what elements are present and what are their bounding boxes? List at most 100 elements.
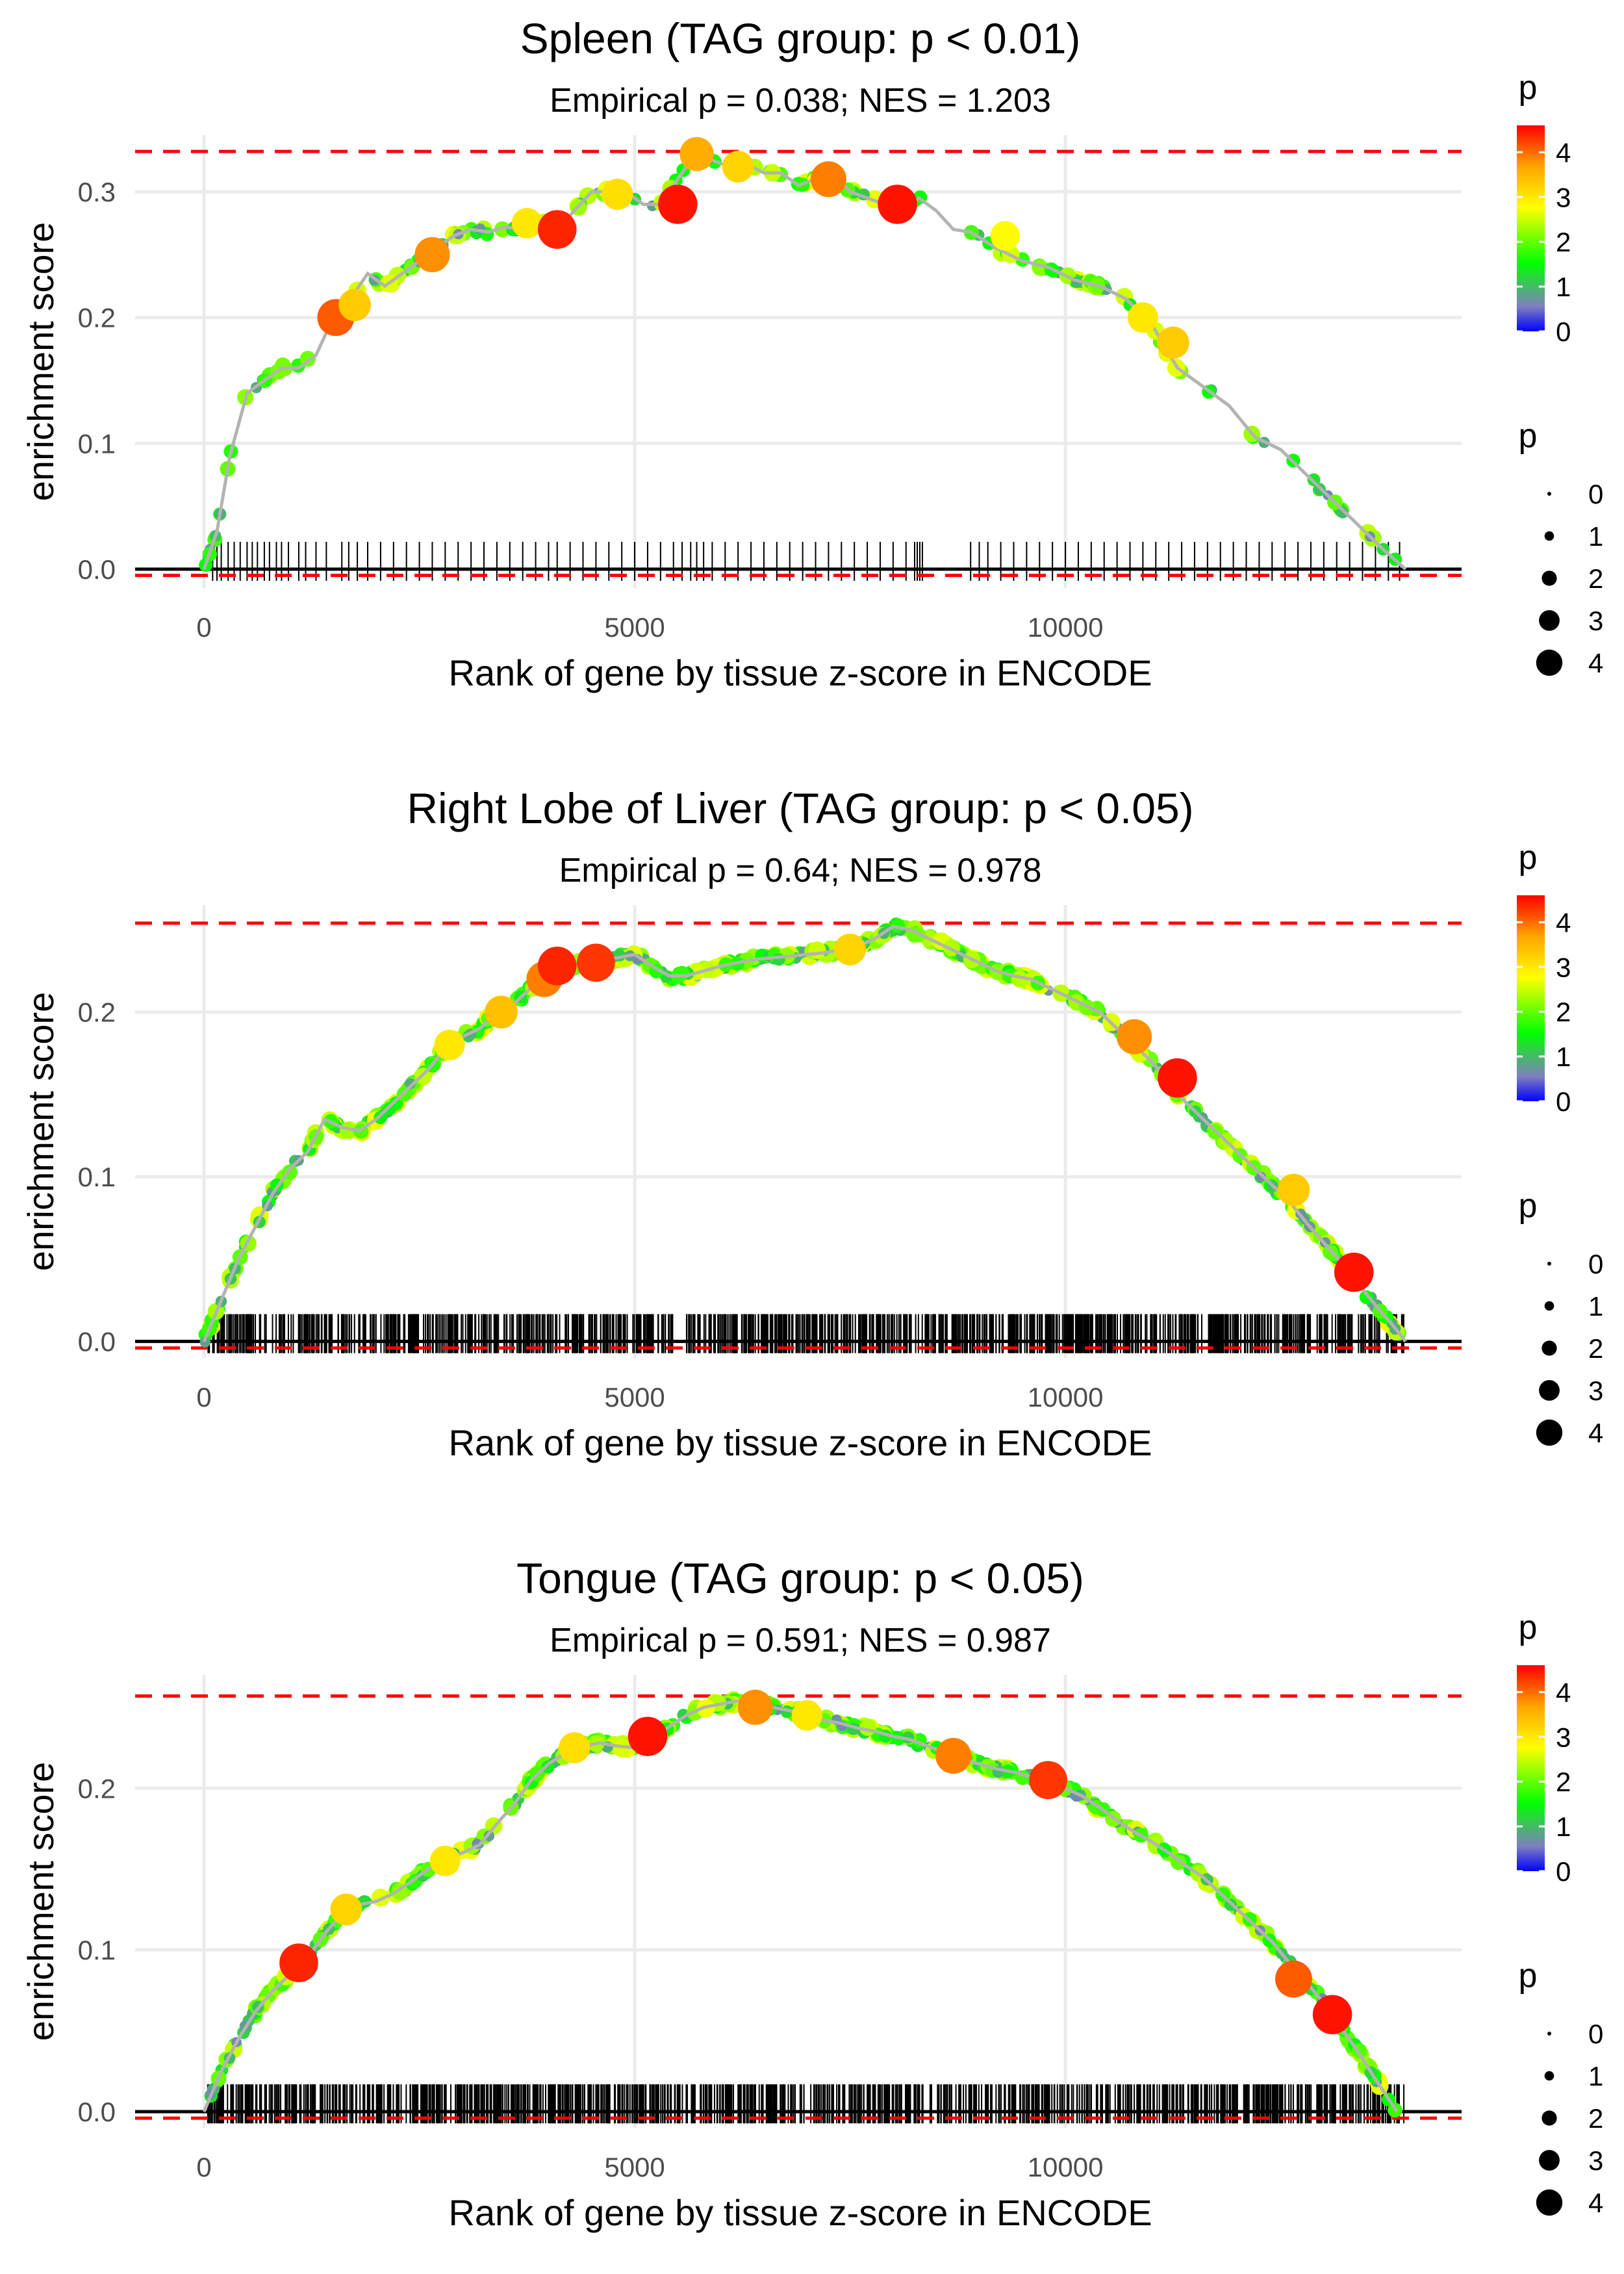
size-legend-label: 0 [1588,1249,1603,1279]
curve-points [204,1691,1402,2118]
chart-title: Right Lobe of Liver (TAG group: p < 0.05… [407,784,1193,832]
highlight-point [679,136,714,172]
colorbar-tick-label: 0 [1556,1856,1571,1887]
size-legend-dot [1544,531,1554,541]
size-legend-dot [1544,1301,1554,1311]
size-legend-dot [1547,2032,1551,2036]
colorbar-tick-label: 4 [1556,907,1571,938]
colorbar [1517,895,1545,1101]
gene-point [772,953,785,966]
colorbar-tick-label: 3 [1556,952,1571,982]
size-legend-label: 4 [1588,1418,1603,1448]
size-legend-dot [1542,570,1557,586]
size-legend: p 0 1 2 3 4 [1519,1957,1604,2218]
colorbar-legend: p 0 1 2 3 4 [1517,1609,1571,1887]
highlight-point [1158,1058,1197,1098]
size-legend-dot [1539,610,1560,631]
gene-point [404,1078,416,1090]
colorbar-title: p [1519,839,1538,876]
size-legend-dot [1539,1380,1560,1401]
enrichment-curve [202,925,1407,1343]
colorbar-title: p [1519,69,1538,107]
size-legend-title: p [1519,1957,1538,1995]
highlight-point [628,1717,668,1756]
x-tick-label: 10000 [1028,2152,1104,2182]
y-tick-label: 0.0 [78,1327,116,1357]
size-legend-dot [1536,1419,1563,1446]
gene-point [1337,506,1349,518]
highlight-point [834,934,866,965]
panel-2: Right Lobe of Liver (TAG group: p < 0.05… [20,784,1603,1463]
y-tick-label: 0.0 [78,554,116,585]
highlight-point [810,161,846,198]
x-tick-label: 0 [196,612,211,643]
x-axis-label: Rank of gene by tissue z-score in ENCODE [448,652,1152,693]
y-axis-label: enrichment score [20,222,61,502]
y-tick-label: 0.2 [78,303,116,333]
highlight-point [722,151,754,183]
highlight-point [338,288,371,322]
curve-points [199,147,1402,572]
highlight-point [485,995,518,1029]
x-tick-label: 5000 [604,612,665,643]
highlight-point [559,1732,590,1763]
gene-point [808,941,826,960]
size-legend-label: 2 [1588,2103,1603,2134]
size-legend-label: 4 [1588,2188,1603,2218]
y-tick-label: 0.2 [78,1773,116,1804]
chart-title: Tongue (TAG group: p < 0.05) [516,1554,1084,1602]
panels: Spleen (TAG group: p < 0.01) Empirical p … [20,14,1603,2233]
colorbar-tick-label: 4 [1556,1677,1571,1707]
gridlines [135,135,1462,588]
panel-1: Spleen (TAG group: p < 0.01) Empirical p … [20,14,1603,693]
highlight-points [434,934,1374,1292]
x-tick-label: 0 [196,1382,211,1412]
size-legend-dot [1536,2189,1563,2216]
y-tick-label: 0.3 [78,177,116,207]
highlight-point [414,236,450,273]
highlight-points [279,1689,1352,2034]
highlight-point [1334,1252,1374,1292]
colorbar-legend: p 0 1 2 3 4 [1517,69,1571,347]
size-legend: p 0 1 2 3 4 [1519,1187,1604,1448]
size-legend-label: 3 [1588,606,1603,636]
size-legend-label: 1 [1588,521,1603,552]
highlight-point [429,1845,461,1876]
colorbar [1517,125,1545,331]
size-legend-label: 0 [1588,2019,1603,2049]
y-tick-label: 0.1 [78,1162,116,1192]
size-legend-dot [1542,2110,1557,2126]
chart-subtitle: Empirical p = 0.038; NES = 1.203 [550,82,1051,120]
colorbar-tick-label: 2 [1556,227,1571,257]
highlight-point [658,185,698,224]
highlight-point [537,210,577,249]
y-tick-label: 0.1 [78,428,116,459]
highlight-point [330,1893,362,1926]
gene-point [674,965,690,981]
highlight-point [1029,1761,1067,1800]
size-legend-title: p [1519,417,1538,455]
x-tick-label: 0 [196,2152,211,2182]
size-legend-title: p [1519,1187,1538,1225]
size-legend: p 0 1 2 3 4 [1519,417,1604,678]
highlight-point [878,185,917,224]
colorbar-tick-label: 3 [1556,182,1571,212]
highlight-point [577,943,615,982]
highlight-point [737,1689,773,1725]
highlight-point [511,208,542,239]
size-legend-label: 3 [1588,1375,1603,1406]
x-tick-label: 10000 [1028,612,1104,643]
colorbar-tick-label: 0 [1556,316,1571,347]
panel-3: Tongue (TAG group: p < 0.05) Empirical p … [20,1554,1603,2233]
highlight-point [935,1737,972,1774]
size-legend-label: 4 [1588,648,1603,678]
y-axis-label: enrichment score [20,992,61,1271]
colorbar-tick-label: 1 [1556,1041,1571,1072]
chart-subtitle: Empirical p = 0.64; NES = 0.978 [559,852,1042,889]
highlight-point [791,1700,822,1731]
highlight-point [1156,326,1189,359]
highlight-point [1127,302,1158,333]
y-tick-label: 0.1 [78,1935,116,1965]
y-tick-label: 0.2 [78,997,116,1028]
